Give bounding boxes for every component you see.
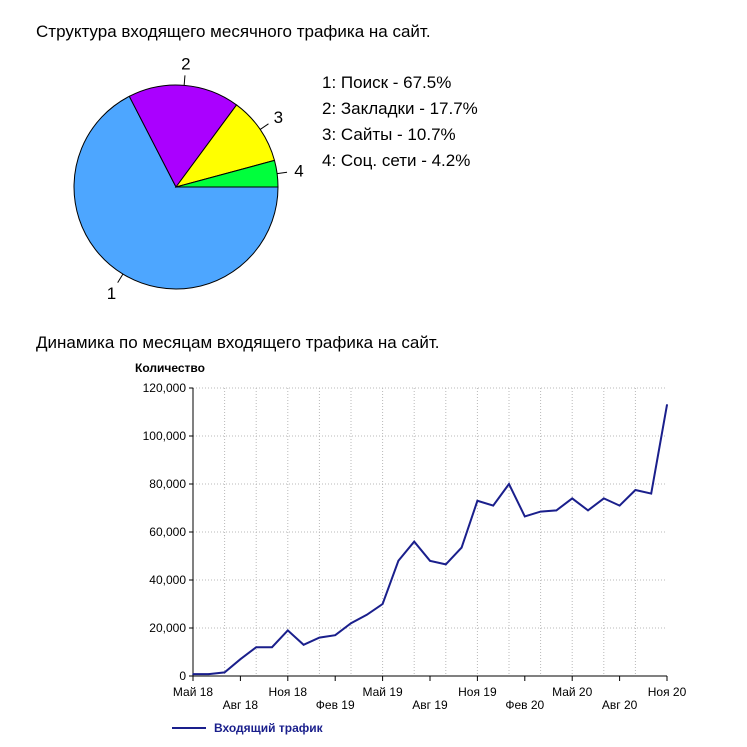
data-point [239, 658, 242, 660]
data-point [287, 629, 289, 632]
data-point [539, 510, 542, 513]
series-line [193, 404, 668, 676]
data-point [650, 492, 652, 495]
data-point [350, 622, 352, 624]
pie-leader-line [183, 75, 186, 86]
y-tick-label: 40,000 [149, 573, 186, 587]
x-tick-label: Авг 18 [223, 698, 259, 712]
data-point [366, 614, 368, 616]
line-chart-title: Динамика по месяцам входящего трафика на… [36, 333, 440, 352]
y-axis-title: Количество [135, 361, 205, 375]
data-point [381, 603, 384, 605]
y-tick-label: 20,000 [149, 621, 186, 635]
pie-chart: 1 2 3 4 [73, 54, 304, 303]
data-point [618, 504, 621, 507]
y-tick-label: 80,000 [149, 477, 186, 491]
data-point [208, 673, 210, 675]
data-point [334, 634, 337, 636]
pie-slice-label: 3 [274, 108, 283, 127]
data-point [397, 560, 400, 562]
data-point [255, 646, 257, 648]
data-point [318, 636, 321, 639]
data-point [524, 515, 526, 518]
x-tick-label: Ноя 19 [458, 685, 497, 699]
pie-slice-label: 1 [107, 284, 116, 303]
pie-legend-item: 2: Закладки - 17.7% [322, 99, 478, 118]
data-point [271, 646, 273, 648]
x-tick-label: Ноя 20 [648, 685, 687, 699]
data-point [571, 497, 573, 500]
pie-slice-label: 4 [294, 162, 303, 181]
pie-leader-line [259, 123, 269, 130]
pie-legend-item: 1: Поиск - 67.5% [322, 73, 452, 92]
data-point [413, 540, 416, 543]
pie-slice [174, 104, 276, 188]
pie-slice-label: 2 [181, 54, 190, 73]
x-tick-label: Фев 20 [505, 698, 544, 712]
data-point [587, 509, 589, 512]
data-point [555, 509, 558, 512]
x-tick-label: Ноя 18 [269, 685, 308, 699]
pie-chart-title: Структура входящего месячного трафика на… [36, 22, 431, 41]
pie-legend-item: 4: Соц. сети - 4.2% [322, 151, 471, 170]
y-tick-label: 120,000 [143, 381, 187, 395]
x-tick-label: Авг 20 [602, 698, 638, 712]
data-point [508, 483, 510, 485]
y-tick-label: 100,000 [143, 429, 187, 443]
data-point [666, 404, 668, 406]
x-tick-label: Фев 19 [316, 698, 355, 712]
data-point [445, 563, 447, 566]
data-point [603, 497, 605, 500]
pie-leader-line [117, 273, 124, 283]
y-tick-label: 0 [179, 669, 186, 683]
pie-legend: 1: Поиск - 67.5% 2: Закладки - 17.7% 3: … [322, 70, 478, 174]
x-tick-label: Май 20 [552, 685, 593, 699]
x-tick-label: Май 19 [362, 685, 403, 699]
pie-leader-line [277, 171, 288, 175]
data-point [429, 560, 431, 562]
x-tick-label: Авг 19 [412, 698, 448, 712]
x-tick-label: Май 18 [173, 685, 214, 699]
data-point [492, 504, 495, 507]
legend-label: Входящий трафик [214, 721, 324, 735]
data-point [302, 644, 305, 646]
pie-legend-item: 3: Сайты - 10.7% [322, 125, 456, 144]
data-point [460, 546, 463, 549]
data-point [476, 500, 479, 502]
data-point [192, 673, 194, 675]
y-tick-label: 60,000 [149, 525, 186, 539]
data-point [634, 489, 637, 491]
data-point [223, 671, 226, 674]
pie-slice [73, 95, 279, 290]
